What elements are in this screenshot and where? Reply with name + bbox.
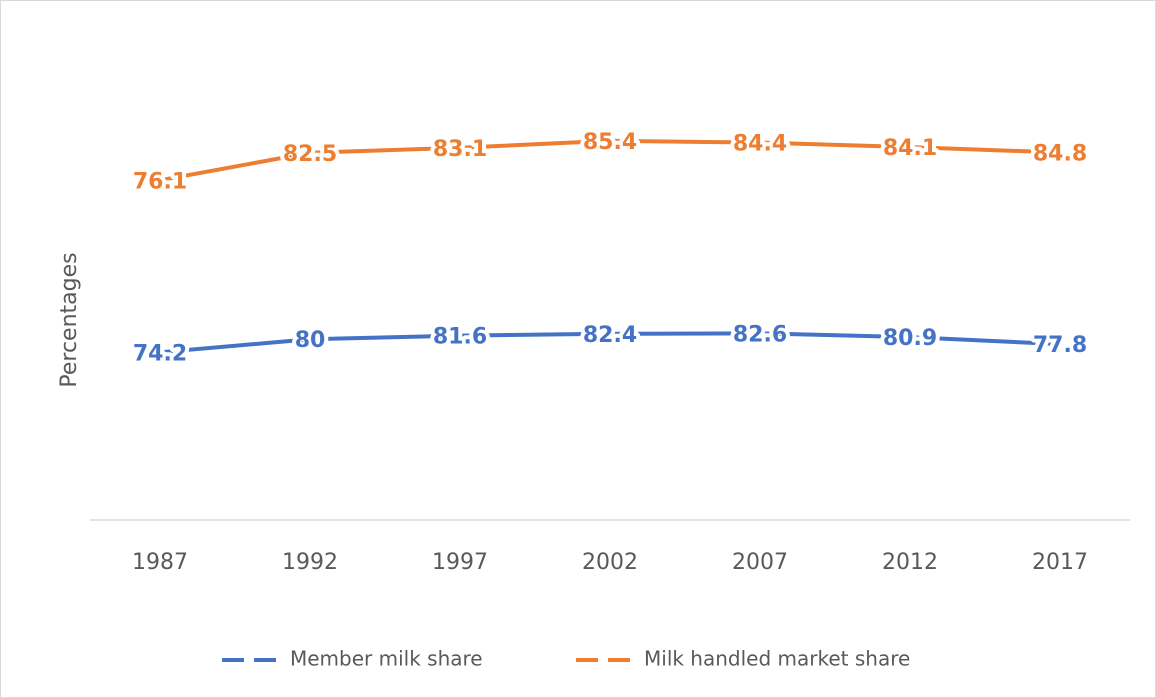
data-label: 76.1	[133, 169, 187, 194]
data-label: 84.1	[883, 136, 937, 161]
x-tick-label: 1992	[282, 550, 338, 575]
x-tick-label: 1987	[132, 550, 188, 575]
data-label: 85.4	[583, 130, 637, 155]
legend-label: Member milk share	[290, 647, 483, 671]
y-axis-label: Percentages	[57, 252, 82, 387]
data-label: 80	[295, 328, 326, 353]
data-label: 82.5	[283, 142, 337, 167]
data-label: 84.8	[1033, 142, 1087, 167]
line	[158, 331, 1062, 355]
x-tick-label: 1997	[432, 550, 488, 575]
x-tick-label: 2012	[882, 550, 938, 575]
legend-label: Milk handled market share	[644, 647, 910, 671]
data-label: 80.9	[883, 326, 937, 351]
line	[158, 138, 1062, 183]
data-label: 83.1	[433, 137, 487, 162]
x-tick-label: 2002	[582, 550, 638, 575]
data-label: 82.4	[583, 323, 637, 348]
x-tick-label: 2017	[1032, 550, 1088, 575]
data-label: 82.6	[733, 322, 787, 347]
data-label: 84.4	[733, 132, 787, 157]
x-tick-label: 2007	[732, 550, 788, 575]
data-label: 77.8	[1033, 333, 1087, 358]
data-label: 74.2	[133, 341, 187, 366]
data-label: 81.6	[433, 325, 487, 350]
